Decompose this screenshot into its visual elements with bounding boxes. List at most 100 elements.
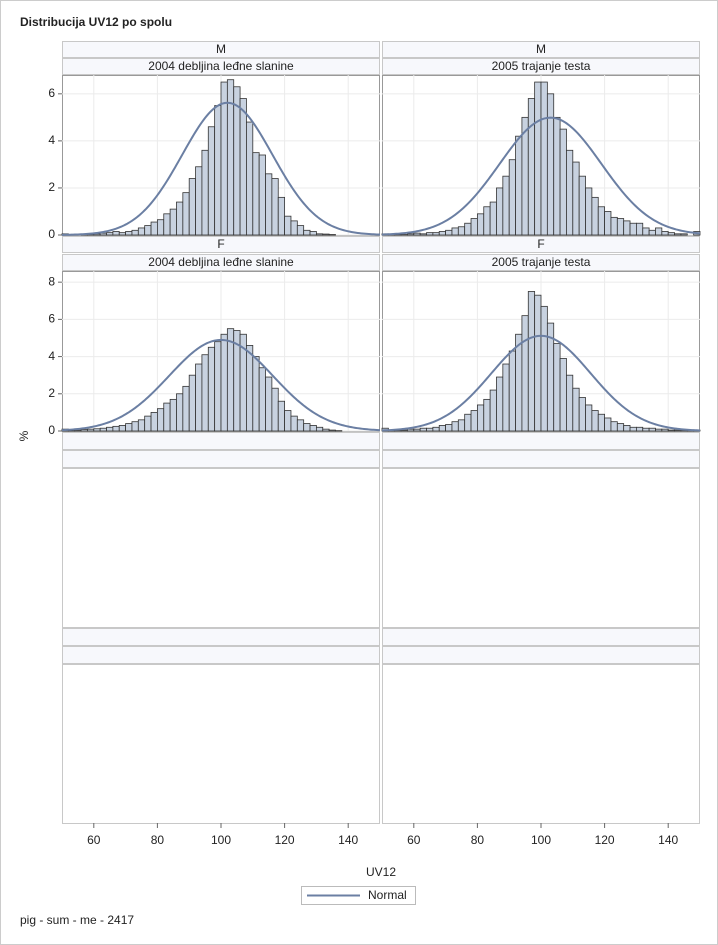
bar [131, 421, 139, 432]
x-tick-label: 140 [338, 833, 358, 847]
bar [553, 116, 561, 236]
bar [169, 398, 177, 432]
bar [144, 225, 152, 236]
bar [407, 233, 415, 236]
x-tick-label: 140 [658, 833, 678, 847]
bar [566, 374, 574, 432]
bar [476, 213, 485, 236]
bar [303, 423, 311, 432]
header-cell [62, 646, 380, 664]
chart-title: Distribucija UV12 po spolu [20, 15, 172, 29]
bar [610, 421, 618, 432]
bar [277, 400, 285, 432]
plot-cell [382, 468, 700, 628]
bar [508, 159, 516, 236]
header-cell [62, 628, 380, 646]
bar [642, 427, 650, 432]
bar [296, 419, 305, 432]
bar [667, 429, 675, 432]
y-tick-label: 0 [48, 423, 55, 437]
normal-curve [381, 116, 701, 236]
bar [476, 404, 485, 432]
bar [214, 341, 222, 432]
bar [201, 149, 209, 236]
bar [176, 201, 184, 236]
bar [559, 358, 567, 432]
bar [413, 428, 421, 432]
bar [496, 376, 504, 432]
bar [661, 428, 669, 432]
x-tick-label: 60 [87, 833, 101, 847]
header-cell [62, 236, 380, 253]
bar [432, 232, 440, 236]
bar [604, 211, 612, 236]
bar [220, 81, 228, 236]
bar [322, 428, 330, 432]
bar [150, 411, 158, 432]
header-cell [62, 432, 380, 450]
bar [315, 426, 324, 432]
bar [239, 98, 247, 236]
plot-cell [62, 468, 380, 628]
bar [616, 218, 625, 236]
bar [489, 201, 497, 236]
bar [508, 350, 516, 432]
bar [207, 126, 216, 236]
bar [93, 428, 101, 432]
bar [591, 196, 599, 236]
bar [214, 105, 222, 236]
bar [163, 213, 171, 236]
bar [591, 410, 599, 432]
x-tick-label: 120 [275, 833, 295, 847]
bar [483, 206, 491, 236]
bar [182, 385, 190, 432]
bar [296, 225, 305, 236]
bar [578, 397, 586, 432]
bar [265, 173, 273, 236]
bar [150, 221, 158, 236]
bar [629, 222, 637, 236]
bar [457, 419, 466, 432]
bar [284, 410, 292, 432]
bar [566, 149, 574, 236]
header-cell [382, 254, 700, 271]
x-tick-label: 100 [211, 833, 231, 847]
bar [489, 389, 497, 432]
x-tick-label: 100 [531, 833, 551, 847]
normal-curve [381, 334, 701, 432]
column-header: 2004 debljina leđne slanine [148, 59, 294, 73]
bar [674, 429, 682, 432]
bar [451, 227, 459, 236]
bar [521, 315, 529, 432]
bar [642, 227, 650, 236]
bar [106, 232, 114, 236]
x-tick-label: 80 [471, 833, 485, 847]
bar [515, 135, 523, 236]
bar [585, 187, 593, 236]
bar [328, 429, 336, 432]
bar [464, 413, 472, 432]
y-tick-label: 2 [48, 386, 55, 400]
bar [470, 218, 478, 236]
header-cell [62, 254, 380, 271]
bar [195, 363, 203, 432]
bar [610, 216, 618, 236]
bar [604, 417, 612, 432]
bar [290, 415, 298, 432]
bar [176, 393, 184, 432]
bar [419, 427, 427, 432]
bar [451, 421, 459, 432]
bar [137, 419, 146, 432]
bar [502, 363, 510, 432]
bar [464, 222, 472, 236]
normal-curve [61, 338, 381, 432]
bar [303, 229, 311, 236]
bar [597, 206, 605, 236]
bar [527, 98, 536, 236]
bar [163, 402, 171, 432]
bar [629, 426, 637, 432]
bar [585, 404, 593, 432]
column-header: 2004 debljina leđne slanine [148, 255, 294, 269]
y-tick-label: 4 [48, 349, 55, 363]
